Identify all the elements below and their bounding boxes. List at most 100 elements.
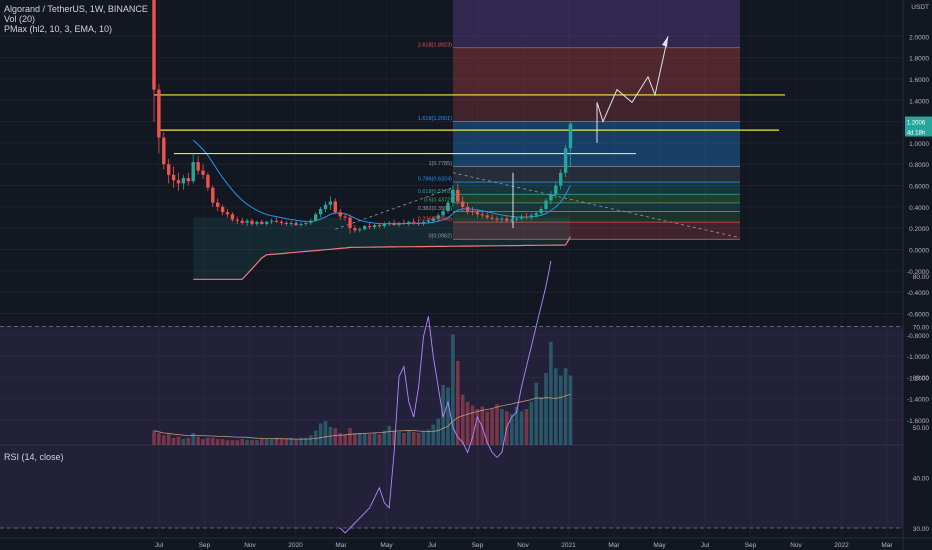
candle-body — [563, 148, 568, 173]
volume-bar — [157, 433, 161, 445]
time-tick-label: Sep — [199, 542, 211, 549]
price-tick-label: -0.8000 — [907, 333, 929, 340]
axis-background — [903, 0, 932, 550]
candle-body — [191, 162, 195, 182]
candle-body — [392, 222, 396, 225]
time-tick-label: Sep — [472, 542, 484, 549]
candles — [152, 0, 573, 234]
candle-body — [225, 212, 230, 215]
candle-body — [265, 221, 269, 224]
volume-bar — [519, 411, 524, 445]
time-tick-label: May — [653, 542, 666, 549]
volume-bar — [348, 428, 352, 445]
volume-bar — [338, 433, 342, 445]
candle-body — [514, 218, 519, 220]
volume-bar — [353, 433, 357, 445]
candle-body — [412, 221, 416, 223]
time-axis[interactable]: Jul Sep Nov 2020 Mar May Jul Sep Nov 2021 Mar May Ju… — [155, 542, 894, 549]
volume-bar — [215, 439, 220, 445]
volume-bar — [382, 430, 387, 445]
volume-bar — [367, 434, 372, 445]
candle-body — [372, 224, 377, 228]
candle-body — [171, 174, 176, 181]
candle-body — [475, 212, 480, 215]
candle-body — [431, 218, 435, 221]
candle-body — [250, 220, 254, 224]
volume-bar — [245, 440, 249, 445]
symbol-legend: Algorand / TetherUS, 1W, BINANCE — [4, 4, 148, 14]
rsi-tick-label: 80.00 — [913, 274, 930, 281]
candle-body — [279, 221, 284, 223]
candle-body — [157, 89, 161, 138]
rsi-tick-label: 70.00 — [913, 324, 930, 331]
time-tick-label: Jul — [428, 542, 437, 549]
candle-body — [377, 224, 382, 227]
volume-bar — [171, 437, 176, 445]
price-tick-label: 1.4000 — [909, 98, 929, 105]
volume-bar — [485, 411, 489, 445]
countdown-badge — [905, 126, 932, 137]
horizontal-lines[interactable] — [154, 94, 785, 155]
volume-bar — [534, 382, 538, 445]
volume-bar — [201, 439, 205, 445]
candle-body — [235, 219, 239, 221]
candle-body — [230, 214, 235, 220]
fib-level-label: 0(0.0962) — [428, 234, 452, 240]
volume-bar — [372, 433, 377, 445]
rsi-legend: RSI (14, close) — [4, 452, 64, 462]
candle-body — [426, 220, 431, 222]
volume-bar — [284, 439, 289, 445]
current-price-badge — [905, 116, 932, 127]
price-axis[interactable]: 2.00001.80001.60001.40001.20001.00000.80… — [905, 4, 932, 425]
fib-zone — [453, 194, 740, 203]
volume-bar — [299, 437, 303, 445]
fib-level-label: 0.618(0.5178) — [418, 189, 452, 195]
price-tick-label: 0.4000 — [909, 205, 929, 212]
volume-ma-line — [153, 393, 571, 440]
pmax-fill — [193, 217, 571, 280]
price-tick-label: 0.8000 — [909, 162, 929, 169]
fib-level-label: 0.382(0.3565) — [418, 206, 452, 212]
pmax-fill-area — [193, 217, 571, 280]
candle-body — [470, 211, 475, 213]
candle-body — [441, 211, 445, 216]
candle-body — [328, 201, 333, 205]
volume-bar — [558, 375, 563, 445]
time-tick-label: Nov — [517, 542, 529, 549]
time-tick-label: 2020 — [288, 542, 303, 549]
candle-body — [465, 206, 470, 212]
time-tick-label: Mar — [881, 542, 893, 549]
volume-bar — [264, 439, 269, 445]
volume-bar — [411, 431, 416, 445]
candle-body — [544, 200, 548, 209]
price-tick-label: -0.6000 — [907, 311, 929, 318]
projection-path[interactable] — [596, 36, 669, 143]
candle-body — [407, 221, 411, 224]
candle-body — [299, 223, 303, 225]
candle-body — [152, 0, 156, 90]
candle-body — [176, 180, 181, 184]
candle-body — [343, 216, 347, 218]
volume-bar — [495, 404, 499, 445]
volume-legend: Vol (20) — [4, 14, 36, 24]
candle-body — [294, 222, 298, 225]
volume-bar — [436, 418, 440, 445]
volume-bar — [255, 440, 259, 445]
volume-bar — [402, 433, 406, 445]
trend-line — [452, 172, 741, 239]
candle-body — [216, 202, 220, 207]
time-tick-label: Nov — [790, 542, 802, 549]
volume-bar — [514, 406, 519, 445]
candle-body — [416, 222, 421, 224]
candle-body — [309, 220, 313, 223]
candle-body — [480, 214, 484, 216]
candle-body — [260, 221, 264, 224]
volume-bar — [225, 440, 230, 445]
candle-body — [485, 215, 489, 218]
time-tick-label: Jul — [155, 542, 164, 549]
volume-bar — [539, 397, 543, 445]
candle-body — [201, 170, 205, 175]
price-tick-label: -1.6000 — [907, 418, 929, 425]
volume-bar — [186, 437, 191, 445]
